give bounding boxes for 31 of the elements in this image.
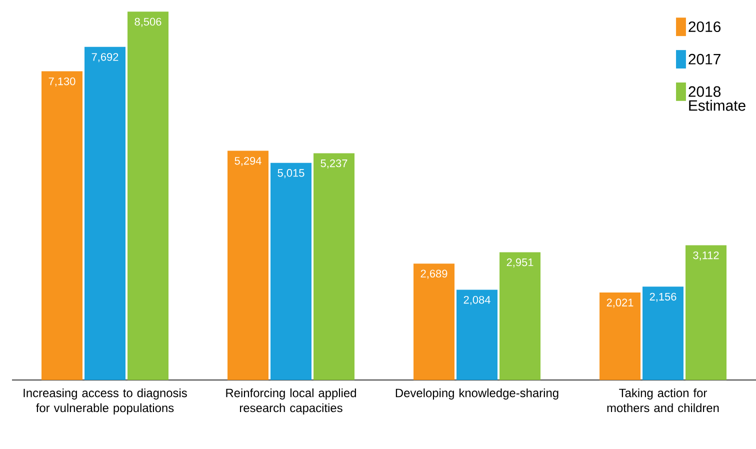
data-label: 5,237 bbox=[320, 159, 348, 168]
data-label: 8,506 bbox=[134, 18, 162, 27]
x-tick-label: Developing knowledge-sharing bbox=[396, 388, 558, 400]
bar bbox=[314, 153, 355, 380]
legend-label: 2016 bbox=[688, 21, 721, 32]
data-label: 3,112 bbox=[693, 251, 719, 260]
legend-label: 2018 Estimate bbox=[688, 86, 746, 111]
bar bbox=[500, 252, 541, 380]
data-label: 2,689 bbox=[420, 270, 448, 279]
bar bbox=[128, 12, 168, 380]
data-label: 2,951 bbox=[506, 258, 534, 268]
bar bbox=[642, 286, 684, 380]
legend-label: 2017 bbox=[688, 54, 720, 64]
bar bbox=[686, 245, 727, 380]
data-label: 2,156 bbox=[650, 292, 676, 302]
data-label: 2,084 bbox=[464, 296, 490, 305]
data-label: 7,130 bbox=[48, 77, 76, 87]
bar bbox=[414, 264, 455, 380]
bar bbox=[600, 292, 641, 380]
x-tick-label: Taking action for mothers and children bbox=[607, 388, 719, 412]
bar bbox=[42, 71, 82, 380]
bar bbox=[84, 46, 126, 380]
x-tick-label: Reinforcing local applied research capacities bbox=[226, 388, 356, 415]
x-tick-label: Increasing access to diagnosis for vulnerable populations bbox=[24, 388, 187, 415]
bar bbox=[456, 290, 498, 380]
data-label: 5,294 bbox=[234, 156, 262, 166]
data-label: 2,021 bbox=[606, 298, 634, 308]
bar bbox=[270, 162, 312, 380]
data-label: 7,692 bbox=[92, 53, 118, 62]
data-label: 5,015 bbox=[278, 169, 304, 178]
bar bbox=[228, 150, 269, 380]
